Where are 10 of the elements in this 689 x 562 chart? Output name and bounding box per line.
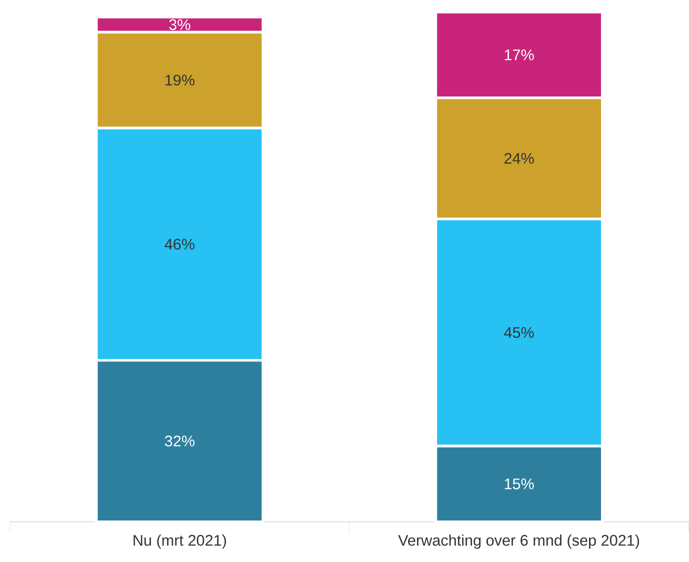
data-label: 3% xyxy=(169,19,190,30)
data-label: 46% xyxy=(164,238,194,250)
data-label: 45% xyxy=(504,327,534,338)
data-label: 32% xyxy=(164,436,194,447)
data-label: 15% xyxy=(504,478,534,490)
data-label: 17% xyxy=(504,50,534,60)
x-tick-label: Verwachting over 6 mnd (sep 2021) xyxy=(398,534,640,549)
data-label: 24% xyxy=(504,153,534,164)
x-tick-label: Nu (mrt 2021) xyxy=(134,534,226,549)
data-label: 19% xyxy=(166,74,194,86)
